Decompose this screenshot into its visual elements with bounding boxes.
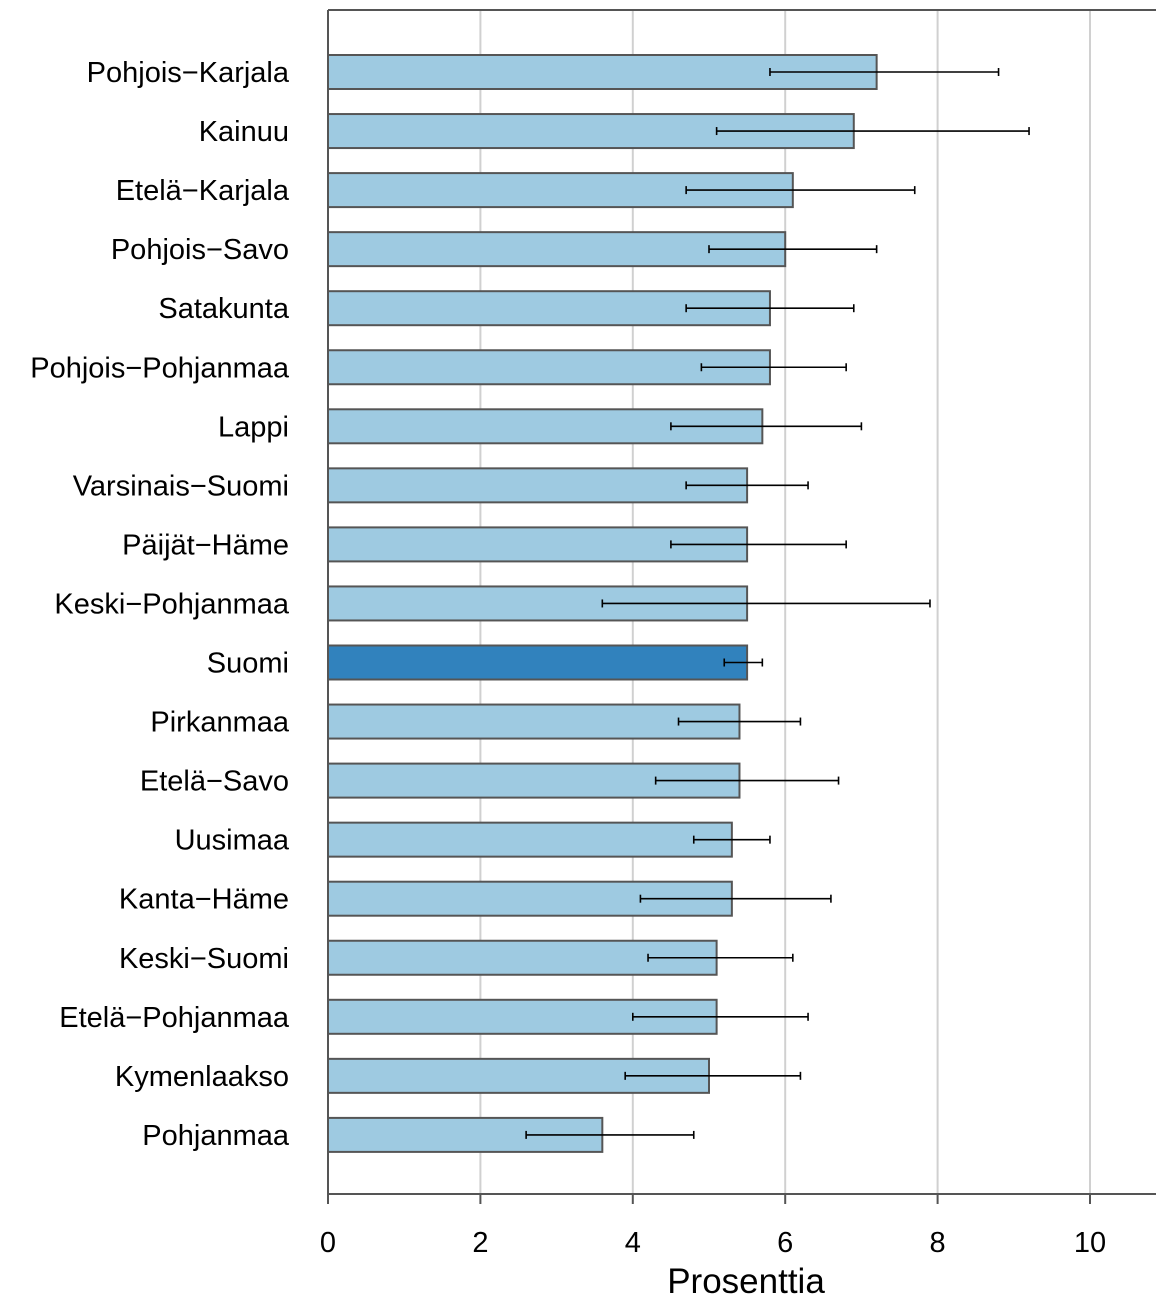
category-label-9: Keski−Pohjanmaa bbox=[54, 588, 289, 620]
category-label-1: Kainuu bbox=[199, 116, 289, 148]
category-label-8: Päijät−Häme bbox=[122, 529, 289, 561]
category-label-13: Uusimaa bbox=[175, 825, 290, 857]
error-bar-4 bbox=[685, 304, 855, 313]
category-label-3: Pohjois−Savo bbox=[111, 234, 289, 266]
x-tick-label-10: 10 bbox=[1074, 1227, 1106, 1259]
error-bar-0 bbox=[769, 68, 1000, 76]
error-bars bbox=[525, 68, 1030, 1139]
category-label-11: Pirkanmaa bbox=[150, 707, 289, 739]
x-tick-label-6: 6 bbox=[777, 1227, 793, 1259]
error-bar-9 bbox=[601, 599, 931, 608]
category-label-15: Keski−Suomi bbox=[119, 943, 289, 975]
error-bar-7 bbox=[685, 481, 809, 490]
bar-13 bbox=[327, 821, 733, 858]
category-label-2: Etelä−Karjala bbox=[116, 175, 290, 207]
category-label-16: Etelä−Pohjanmaa bbox=[59, 1002, 290, 1034]
error-bar-10 bbox=[723, 658, 764, 667]
category-label-0: Pohjois−Karjala bbox=[87, 57, 290, 89]
category-label-17: Kymenlaakso bbox=[115, 1061, 289, 1093]
error-bar-15 bbox=[647, 953, 794, 962]
error-bar-12 bbox=[654, 776, 840, 785]
category-label-10: Suomi bbox=[207, 648, 289, 680]
x-axis-title: Prosenttia bbox=[667, 1262, 825, 1301]
category-label-6: Lappi bbox=[218, 411, 289, 443]
category-label-18: Pohjanmaa bbox=[142, 1120, 290, 1152]
x-tick-label-4: 4 bbox=[625, 1227, 641, 1259]
bar-10 bbox=[327, 644, 749, 681]
error-bar-16 bbox=[631, 1012, 809, 1021]
x-tick-label-2: 2 bbox=[472, 1227, 488, 1259]
category-labels: Pohjois−Karjala Kainuu Etelä−Karjala Pohjoi… bbox=[30, 57, 290, 1152]
error-bar-14 bbox=[639, 894, 832, 903]
x-tick-label-0: 0 bbox=[320, 1227, 336, 1259]
category-label-5: Pohjois−Pohjanmaa bbox=[30, 352, 290, 384]
error-bar-3 bbox=[708, 245, 878, 254]
x-tick-label-8: 8 bbox=[930, 1227, 946, 1259]
error-bar-6 bbox=[670, 422, 863, 431]
category-label-12: Etelä−Savo bbox=[140, 766, 289, 798]
bar-7 bbox=[327, 467, 749, 504]
error-bar-1 bbox=[715, 127, 1030, 136]
error-bar-8 bbox=[670, 540, 847, 549]
error-bar-18 bbox=[525, 1130, 695, 1139]
category-label-7: Varsinais−Suomi bbox=[73, 470, 289, 502]
error-bar-11 bbox=[677, 717, 802, 726]
axes: 0 2 4 6 8 10 bbox=[320, 9, 1156, 1259]
category-label-14: Kanta−Häme bbox=[119, 884, 289, 916]
category-label-4: Satakunta bbox=[158, 293, 289, 325]
error-bar-5 bbox=[700, 363, 847, 372]
error-bar-2 bbox=[685, 186, 916, 195]
error-bar-17 bbox=[624, 1071, 802, 1080]
error-bar-13 bbox=[692, 835, 771, 844]
